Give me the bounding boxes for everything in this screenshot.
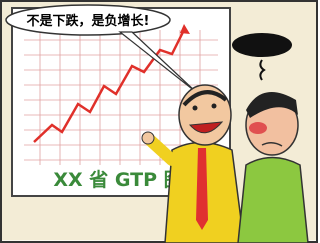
presenter-tie xyxy=(196,148,208,230)
thought-cloud xyxy=(232,33,292,57)
listener-eye xyxy=(249,122,267,134)
board-label: XX 省 GTP 图 xyxy=(53,169,182,191)
speech-text: 不是下跌，是负增长! xyxy=(27,13,150,29)
cartoon: XX 省 GTP 图 不是下跌，是负增长! xyxy=(0,0,318,243)
presenter-hand xyxy=(142,132,154,144)
listener-shirt xyxy=(238,158,308,243)
